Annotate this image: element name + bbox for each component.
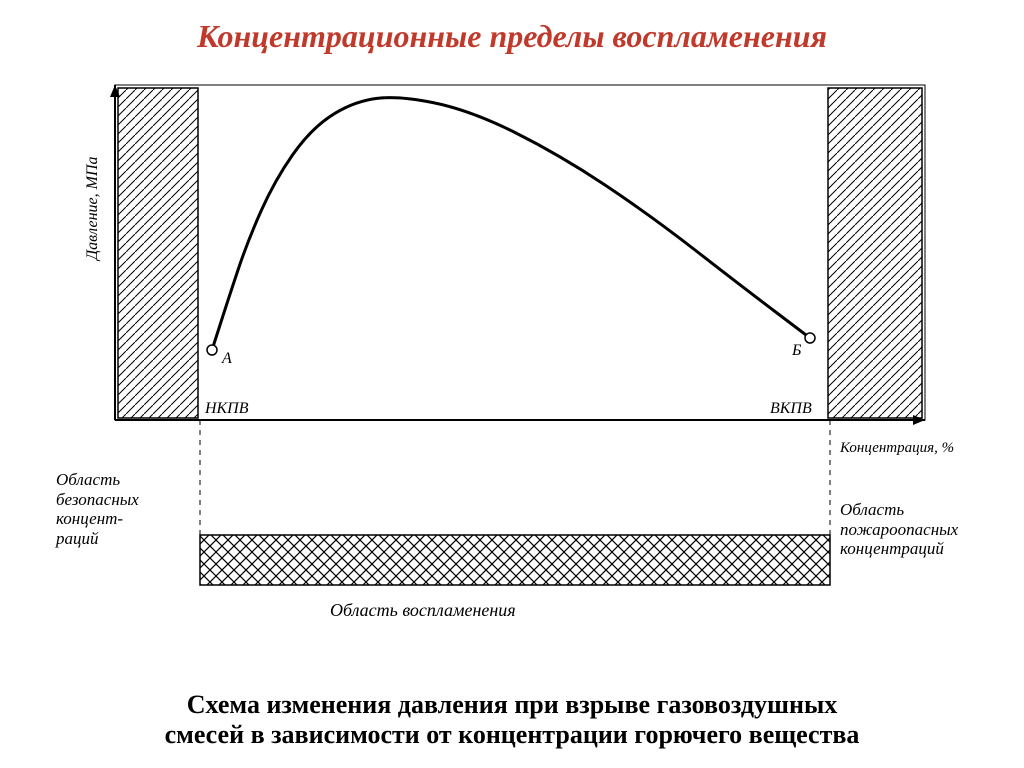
pressure-curve	[212, 98, 810, 350]
marker-b	[805, 333, 815, 343]
nkpv-label: НКПВ	[205, 400, 249, 418]
point-b-label: Б	[792, 342, 801, 360]
page: Концентрационные пределы воспламенения Д…	[0, 0, 1024, 768]
point-a-label: А	[222, 350, 232, 368]
hatched-right	[828, 88, 922, 418]
right-region-label: Область пожароопасных концентраций	[840, 500, 958, 559]
band-label: Область воспламенения	[330, 600, 516, 621]
caption-line1: Схема изменения давления при взрыве газо…	[187, 690, 838, 719]
x-axis-label: Концентрация, %	[840, 440, 954, 457]
left-region-label: Область безопасных концент- раций	[56, 470, 139, 548]
hatched-left	[118, 88, 198, 418]
cross-band	[200, 535, 830, 585]
y-axis-label: Давление, МПа	[84, 156, 102, 260]
caption-line2: смесей в зависимости от концентрации гор…	[165, 720, 860, 749]
vkpv-label: ВКПВ	[770, 400, 812, 418]
caption: Схема изменения давления при взрыве газо…	[60, 690, 964, 750]
marker-a	[207, 345, 217, 355]
